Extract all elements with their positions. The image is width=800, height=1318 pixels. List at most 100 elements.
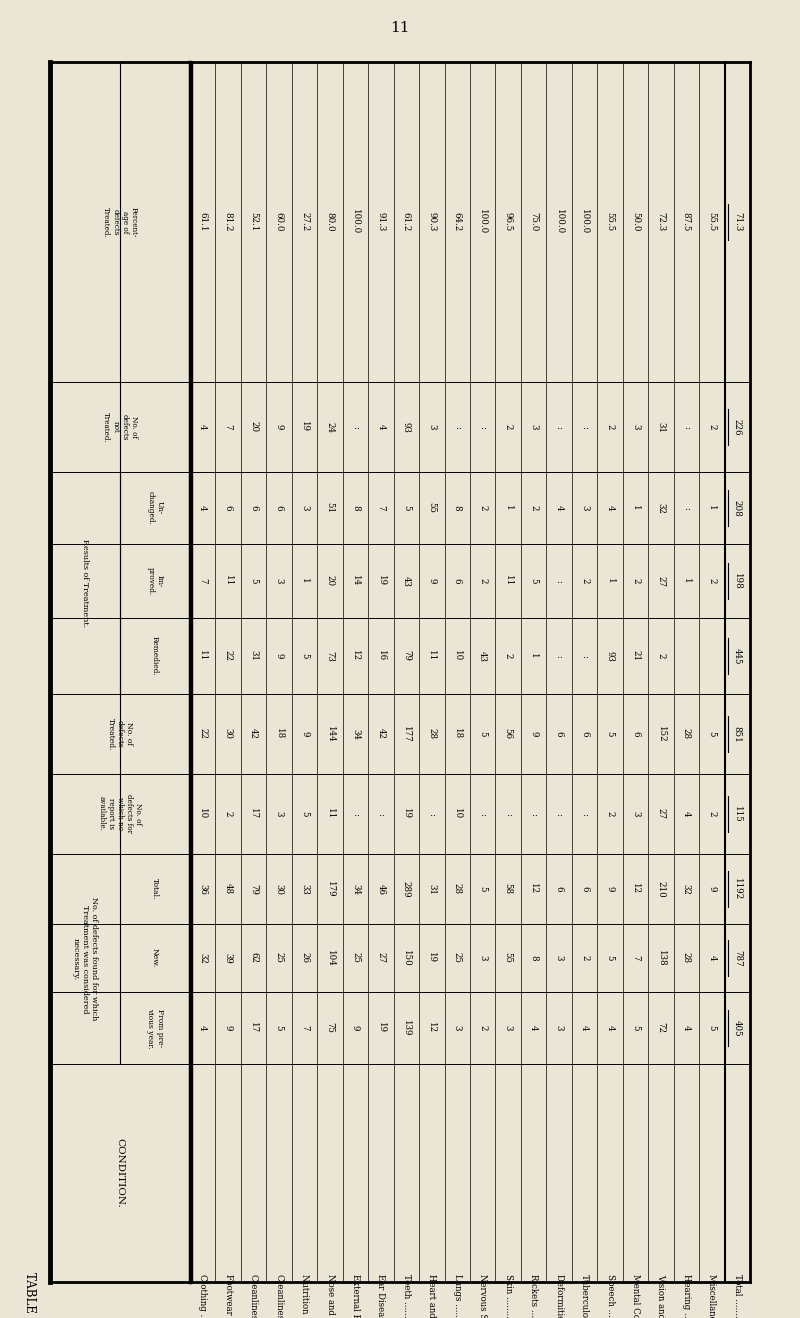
- Text: 208: 208: [733, 500, 742, 517]
- Text: 72.3: 72.3: [657, 212, 666, 232]
- Text: 27: 27: [657, 808, 666, 820]
- Text: 9: 9: [427, 579, 436, 584]
- Text: 27: 27: [377, 953, 386, 963]
- Text: 22: 22: [198, 729, 207, 739]
- Text: 3: 3: [631, 812, 640, 817]
- Text: 34: 34: [351, 729, 360, 739]
- Text: 3: 3: [274, 812, 283, 817]
- Text: 100.0: 100.0: [554, 210, 563, 235]
- Text: 138: 138: [657, 950, 666, 966]
- Text: New.: New.: [151, 949, 159, 967]
- Text: 9: 9: [529, 731, 538, 737]
- Text: 3: 3: [529, 424, 538, 430]
- Text: 3: 3: [478, 956, 487, 961]
- Text: 11: 11: [504, 576, 513, 587]
- Text: 17: 17: [249, 1023, 258, 1033]
- Text: 51: 51: [326, 502, 334, 514]
- Text: 3: 3: [504, 1025, 513, 1031]
- Text: 50.0: 50.0: [631, 212, 640, 232]
- Text: 9: 9: [300, 731, 309, 737]
- Text: 6: 6: [554, 886, 563, 892]
- Text: 104: 104: [326, 950, 334, 966]
- Text: 30: 30: [224, 729, 233, 739]
- Text: 42: 42: [249, 729, 258, 739]
- Text: 4: 4: [529, 1025, 538, 1031]
- Text: 9: 9: [351, 1025, 360, 1031]
- Text: 3: 3: [554, 1025, 563, 1031]
- Text: 5: 5: [402, 505, 411, 511]
- Text: Un-
changed.: Un- changed.: [146, 492, 163, 525]
- Text: 5: 5: [274, 1025, 283, 1031]
- Text: 10: 10: [453, 808, 462, 820]
- Text: 11: 11: [390, 21, 410, 36]
- Text: 851: 851: [733, 726, 742, 742]
- Text: Speech ...............................: Speech ...............................: [606, 1275, 614, 1318]
- Text: 33: 33: [300, 883, 309, 895]
- Text: 87.5: 87.5: [682, 212, 691, 232]
- Text: 18: 18: [274, 729, 283, 739]
- Text: :: :: [377, 813, 386, 816]
- Text: No. of defects found for which
Treatment was considered
necessary.: No. of defects found for which Treatment…: [72, 898, 98, 1020]
- Text: 55.5: 55.5: [606, 212, 614, 232]
- Text: 3: 3: [631, 424, 640, 430]
- Text: 34: 34: [351, 883, 360, 895]
- Text: 2: 2: [504, 654, 513, 659]
- Text: 6: 6: [580, 731, 589, 737]
- Text: No. of
defects for
which no
report is
available.: No. of defects for which no report is av…: [98, 795, 142, 833]
- Text: 405: 405: [733, 1020, 742, 1036]
- Text: 25: 25: [351, 953, 360, 963]
- Text: 32: 32: [657, 502, 666, 514]
- Text: 61.1: 61.1: [198, 212, 207, 232]
- Text: 210: 210: [657, 880, 666, 898]
- Text: 28: 28: [682, 953, 691, 963]
- Text: 2: 2: [529, 505, 538, 511]
- Text: 21: 21: [631, 651, 640, 662]
- Text: 6: 6: [554, 731, 563, 737]
- Text: Nutrition .............................: Nutrition .............................: [300, 1275, 309, 1318]
- Text: 150: 150: [402, 950, 411, 966]
- Text: 179: 179: [326, 880, 334, 898]
- Text: 6: 6: [249, 505, 258, 511]
- Text: 4: 4: [606, 505, 614, 511]
- Text: 5: 5: [606, 956, 614, 961]
- Text: 43: 43: [478, 651, 487, 662]
- Text: :: :: [478, 813, 487, 816]
- Text: Rickets ...............................: Rickets ...............................: [529, 1275, 538, 1318]
- Text: 9: 9: [224, 1025, 233, 1031]
- Text: 1192: 1192: [733, 878, 742, 900]
- Text: 12: 12: [427, 1023, 436, 1033]
- Text: 18: 18: [453, 729, 462, 739]
- Text: 31: 31: [657, 422, 666, 432]
- Text: 5: 5: [478, 886, 487, 892]
- Text: 7: 7: [198, 579, 207, 584]
- Text: 5: 5: [300, 654, 309, 659]
- Text: 22: 22: [224, 651, 233, 662]
- Text: 30: 30: [274, 883, 283, 895]
- Text: 3: 3: [453, 1025, 462, 1031]
- Text: 2: 2: [478, 1025, 487, 1031]
- Text: 2: 2: [631, 579, 640, 584]
- Text: 27.2: 27.2: [300, 212, 309, 232]
- Text: Heart and Circulation ......: Heart and Circulation ......: [427, 1275, 436, 1318]
- Text: :: :: [478, 426, 487, 428]
- Text: 9: 9: [274, 654, 283, 659]
- Text: 11: 11: [427, 650, 436, 662]
- Text: :: :: [682, 506, 691, 510]
- Text: :: :: [554, 426, 563, 428]
- Text: 1: 1: [504, 505, 513, 511]
- Text: 100.0: 100.0: [351, 210, 360, 235]
- Text: 96.5: 96.5: [504, 212, 513, 232]
- Text: 19: 19: [377, 1023, 386, 1033]
- Text: 19: 19: [427, 953, 436, 963]
- Text: 16: 16: [377, 651, 386, 662]
- Text: Remedied.: Remedied.: [151, 637, 159, 676]
- Text: 2: 2: [707, 424, 716, 430]
- Text: 4: 4: [682, 812, 691, 817]
- Text: 6: 6: [631, 731, 640, 737]
- Text: 4: 4: [707, 956, 716, 961]
- Text: 8: 8: [529, 956, 538, 961]
- Text: 39: 39: [224, 953, 233, 963]
- Text: 445: 445: [733, 647, 742, 664]
- Text: 79: 79: [402, 651, 411, 662]
- Text: :: :: [580, 426, 589, 428]
